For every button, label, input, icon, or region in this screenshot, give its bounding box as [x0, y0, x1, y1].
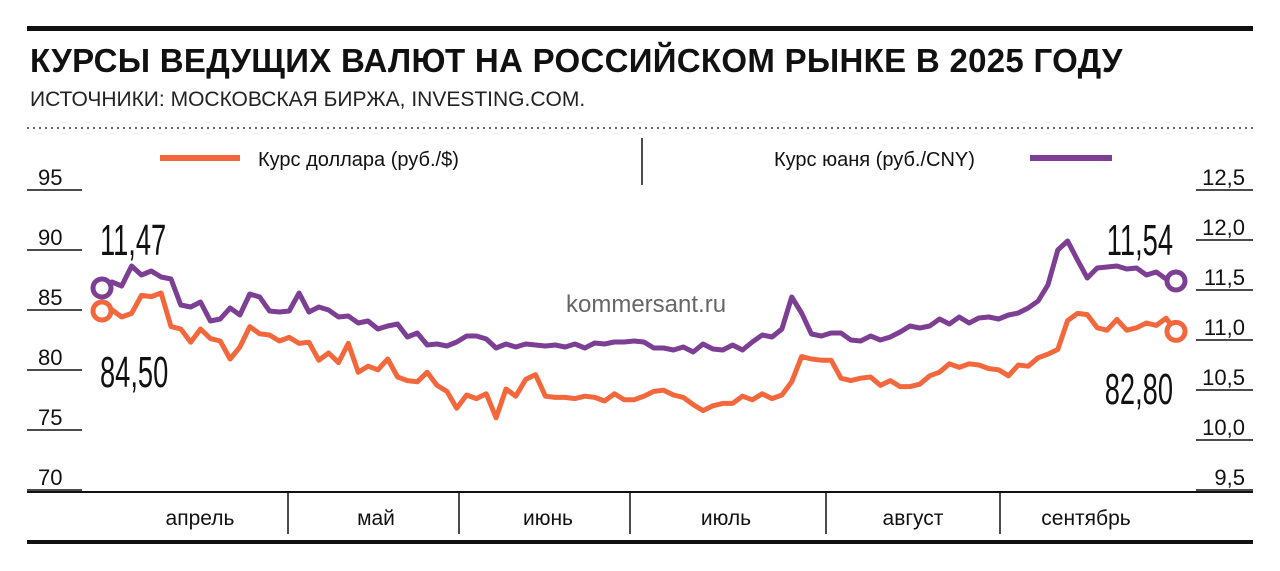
usd-end-marker — [1164, 319, 1188, 343]
month-dividers — [287, 492, 1001, 534]
usd-start-marker — [90, 299, 114, 323]
legend-usd-label: Курс доллара (руб./$) — [258, 149, 459, 171]
right-y-axis: 12,5 12,0 11,5 11,0 10,5 10,0 9,5 — [1196, 165, 1253, 491]
cny-end-marker — [1164, 269, 1188, 293]
chart-source: ИСТОЧНИКИ: МОСКОВСКАЯ БИРЖА, INVESTING.C… — [30, 88, 586, 111]
left-y-axis: 95 90 85 80 75 70 — [27, 165, 82, 491]
right-tick-label: 10,0 — [1202, 415, 1245, 440]
usd-series-line — [99, 290, 1179, 421]
left-tick-label: 95 — [38, 165, 62, 190]
usd-end-label: 82,80 — [1105, 364, 1173, 413]
watermark: kommersant.ru — [566, 291, 726, 318]
cny-series-line — [99, 238, 1179, 355]
left-tick-label: 90 — [38, 225, 62, 250]
right-tick-label: 11,5 — [1204, 265, 1245, 290]
left-tick-label: 70 — [38, 465, 62, 490]
cny-start-marker — [90, 276, 114, 300]
month-labels: апрель май июнь июль август сентябрь — [166, 507, 1131, 530]
right-tick-label: 11,0 — [1204, 315, 1245, 340]
right-tick-label: 9,5 — [1214, 465, 1245, 490]
right-tick-label: 10,5 — [1202, 365, 1245, 390]
right-tick-label: 12,0 — [1202, 215, 1245, 240]
month-label: июнь — [523, 507, 573, 530]
legend-cny-label: Курс юаня (руб./CNY) — [774, 149, 975, 171]
month-label: июль — [701, 507, 751, 530]
right-tick-label: 12,5 — [1202, 165, 1245, 190]
endpoint-markers — [90, 269, 1188, 343]
x-axis: апрель май июнь июль август сентябрь — [27, 491, 1253, 544]
month-label: май — [357, 507, 395, 530]
endpoint-labels: 11,47 84,50 11,54 82,80 — [100, 215, 1173, 413]
left-tick-label: 85 — [38, 285, 62, 310]
left-tick-label: 80 — [38, 345, 62, 370]
month-label: апрель — [166, 507, 235, 530]
top-rule — [27, 26, 1253, 31]
left-tick-label: 75 — [38, 405, 62, 430]
chart-title: КУРСЫ ВЕДУЩИХ ВАЛЮТ НА РОССИЙСКОМ РЫНКЕ … — [30, 42, 1123, 79]
cny-start-label: 11,47 — [100, 215, 166, 264]
month-label: август — [883, 507, 944, 530]
month-label: сентябрь — [1041, 507, 1130, 530]
usd-start-label: 84,50 — [100, 347, 168, 396]
cny-end-label: 11,54 — [1107, 215, 1173, 264]
legend: Курс доллара (руб./$) Курс юаня (руб./CN… — [160, 138, 1112, 185]
